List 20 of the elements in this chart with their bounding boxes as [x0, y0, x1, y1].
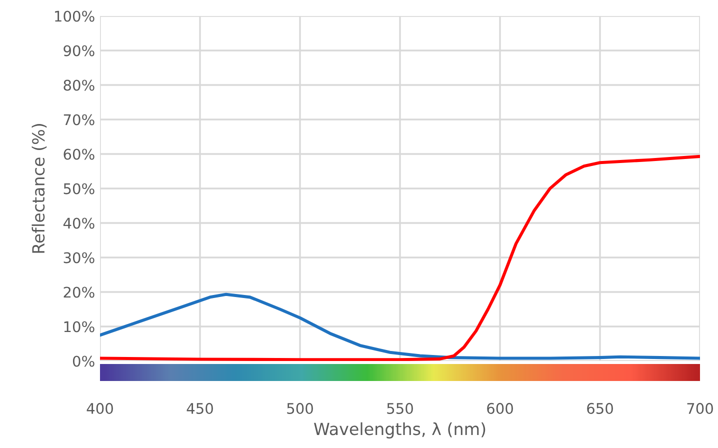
y-tick-label: 20% [64, 286, 94, 298]
x-tick-label: 500 [287, 402, 313, 414]
y-tick-label: 60% [64, 148, 94, 160]
y-tick-label: 70% [64, 114, 94, 126]
x-axis-title: Wavelengths, λ (nm) [314, 422, 486, 438]
y-tick-label: 10% [64, 321, 94, 332]
x-tick-label: 450 [186, 402, 213, 414]
y-tick-label: 50% [64, 183, 94, 194]
x-tick-label: 700 [687, 402, 713, 414]
y-axis-title: Reflectance (%) [32, 124, 47, 253]
x-tick-label: 400 [86, 402, 113, 414]
x-tick-label: 550 [387, 402, 413, 414]
y-tick-label: 30% [64, 252, 94, 264]
y-tick-label: 90% [64, 45, 94, 56]
y-tick-label: 0% [72, 356, 94, 367]
x-tick-label: 600 [487, 402, 513, 414]
x-tick-label: 650 [587, 402, 613, 414]
y-tick-label: 80% [64, 80, 94, 91]
y-tick-label: 100% [55, 10, 94, 22]
y-tick-label: 40% [63, 218, 94, 229]
